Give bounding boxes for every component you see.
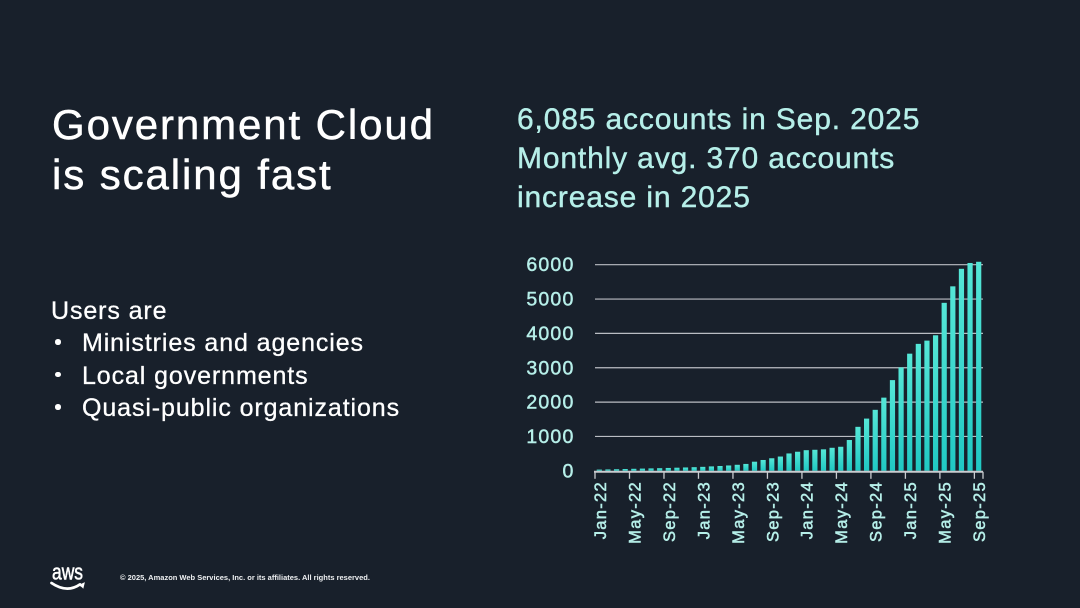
- svg-text:4000: 4000: [526, 323, 574, 345]
- svg-text:0: 0: [562, 460, 574, 482]
- svg-text:May-24: May-24: [833, 481, 851, 544]
- svg-text:2000: 2000: [526, 392, 574, 414]
- svg-text:6000: 6000: [526, 254, 574, 276]
- svg-text:Sep-24: Sep-24: [868, 481, 886, 542]
- svg-text:Jan-22: Jan-22: [592, 481, 610, 539]
- svg-text:Sep-25: Sep-25: [971, 481, 989, 542]
- svg-text:May-23: May-23: [730, 481, 748, 544]
- svg-text:5000: 5000: [526, 289, 574, 311]
- svg-text:aws: aws: [52, 564, 83, 585]
- svg-text:Sep-22: Sep-22: [661, 481, 679, 542]
- svg-text:Jan-25: Jan-25: [902, 481, 920, 539]
- svg-text:May-25: May-25: [937, 481, 955, 544]
- svg-text:1000: 1000: [526, 426, 574, 448]
- svg-text:May-22: May-22: [626, 481, 644, 544]
- svg-text:Jan-24: Jan-24: [799, 481, 817, 539]
- svg-text:Sep-23: Sep-23: [764, 481, 782, 542]
- svg-text:3000: 3000: [526, 357, 574, 379]
- svg-text:Jan-23: Jan-23: [695, 481, 713, 539]
